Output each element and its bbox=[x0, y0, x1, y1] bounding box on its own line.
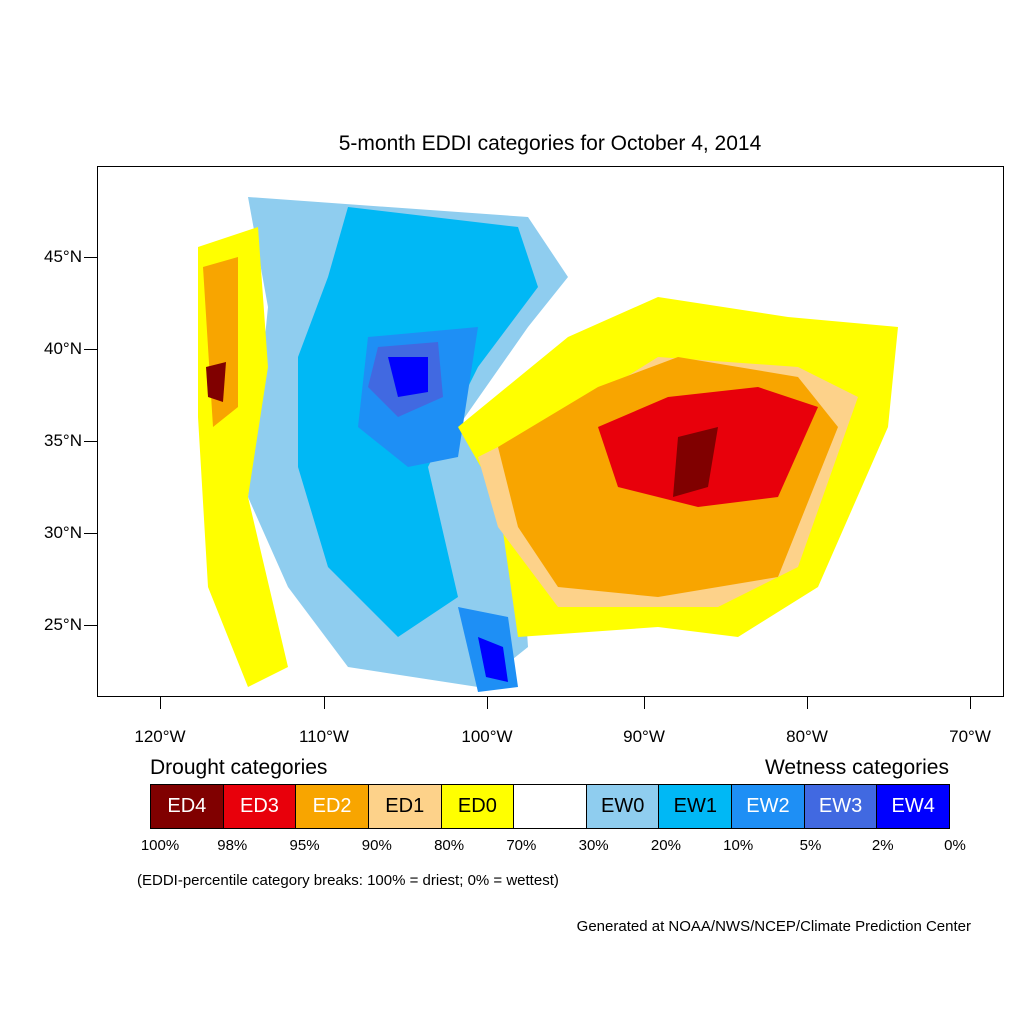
lat-tick bbox=[84, 533, 97, 534]
legend-box-ed2: ED2 bbox=[296, 785, 369, 828]
map-title: 5-month EDDI categories for October 4, 2… bbox=[338, 132, 762, 155]
legend-box-ew2: EW2 bbox=[732, 785, 805, 828]
wetness-categories-heading: Wetness categories bbox=[764, 756, 949, 779]
lat-label-30n: 30°N bbox=[44, 523, 82, 542]
eddi-map bbox=[97, 166, 1004, 697]
percentile-label: 80% bbox=[434, 837, 465, 854]
percentile-label: 95% bbox=[289, 837, 320, 854]
percentile-label: 10% bbox=[723, 837, 754, 854]
legend-box-ew1: EW1 bbox=[659, 785, 733, 828]
lat-label-40n: 40°N bbox=[44, 339, 82, 358]
category-breaks-note: (EDDI-percentile category breaks: 100% =… bbox=[137, 872, 559, 889]
percentile-label: 0% bbox=[944, 837, 966, 854]
legend-box-neutral bbox=[514, 785, 587, 828]
lon-label-100w: 100°W bbox=[461, 727, 513, 746]
legend-box-ed4: ED4 bbox=[151, 785, 224, 828]
percentile-label: 70% bbox=[506, 837, 537, 854]
legend-box-ew3: EW3 bbox=[804, 785, 878, 828]
percentile-label: 98% bbox=[217, 837, 248, 854]
drought-region-ed4 bbox=[673, 427, 718, 497]
lat-label-25n: 25°N bbox=[44, 615, 82, 634]
lon-label-120w: 120°W bbox=[134, 727, 186, 746]
percentile-label: 90% bbox=[361, 837, 392, 854]
legend-box-ed3: ED3 bbox=[223, 785, 297, 828]
legend-box-ed1: ED1 bbox=[368, 785, 442, 828]
legend-color-bar: ED4 ED3 ED2 ED1 ED0 EW0 EW1 EW2 EW3 EW4 bbox=[150, 784, 950, 829]
percentile-label: 100% bbox=[140, 837, 180, 854]
wetness-region-ew4 bbox=[388, 357, 428, 397]
lon-tick bbox=[807, 697, 808, 709]
legend-box-ew4: EW4 bbox=[877, 785, 950, 828]
drought-region-ed4 bbox=[206, 362, 226, 402]
legend-box-ew0: EW0 bbox=[586, 785, 660, 828]
legend-box-ed0: ED0 bbox=[441, 785, 515, 828]
percentile-label: 20% bbox=[650, 837, 681, 854]
lat-tick bbox=[84, 625, 97, 626]
lon-tick bbox=[970, 697, 971, 709]
percentile-label: 30% bbox=[578, 837, 609, 854]
lon-tick bbox=[324, 697, 325, 709]
wetness-region-ew4 bbox=[478, 637, 508, 682]
lon-tick bbox=[160, 697, 161, 709]
lon-label-110w: 110°W bbox=[299, 727, 349, 746]
lat-label-35n: 35°N bbox=[44, 431, 82, 450]
percentile-label: 2% bbox=[871, 837, 894, 854]
credit-line: Generated at NOAA/NWS/NCEP/Climate Predi… bbox=[576, 918, 971, 935]
lat-label-45n: 45°N bbox=[44, 247, 82, 266]
lat-tick bbox=[84, 441, 97, 442]
lat-tick bbox=[84, 257, 97, 258]
lon-tick bbox=[487, 697, 488, 709]
eddi-map-canvas bbox=[198, 197, 898, 692]
lon-tick bbox=[644, 697, 645, 709]
lon-label-80w: 80°W bbox=[786, 727, 828, 746]
lon-label-90w: 90°W bbox=[623, 727, 665, 746]
lon-label-70w: 70°W bbox=[949, 727, 991, 746]
drought-categories-heading: Drought categories bbox=[150, 756, 328, 779]
lat-tick bbox=[84, 349, 97, 350]
percentile-label: 5% bbox=[799, 837, 822, 854]
